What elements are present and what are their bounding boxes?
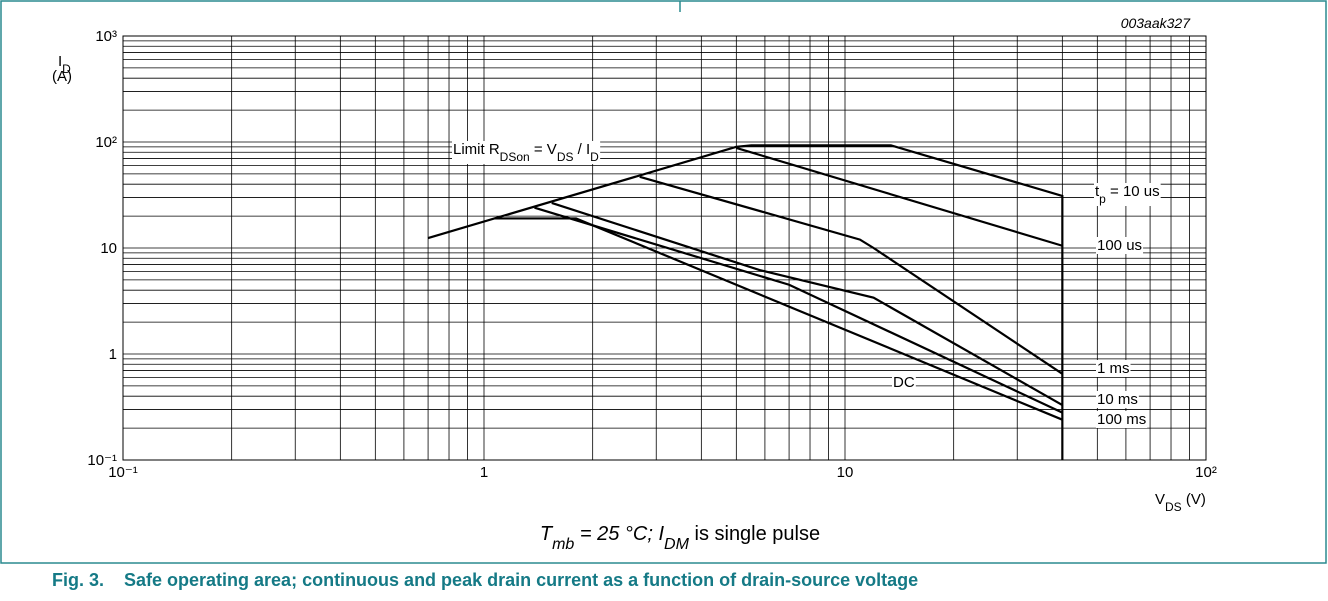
label-part: DS [1165,500,1182,514]
y-tick-label: 10² [95,134,117,151]
x-axis-label: VDS (V) [1155,491,1206,514]
plot-frame [122,35,1207,461]
series-line [494,217,1063,421]
label-part: t [1095,183,1100,200]
label-part: I [58,53,62,70]
label-bg [1096,391,1139,408]
label-part: T [540,523,554,545]
label-part: Limit R [453,141,500,158]
label-part: = 10 us [1106,183,1160,200]
y-tick-label: 10³ [95,28,117,45]
label-part: 100 ms [1097,411,1146,428]
caption: Tmb = 25 °C; IDM is single pulse [540,523,820,553]
label-part: DS [557,150,574,164]
label-part: V [1155,491,1165,508]
y-tick-label: 10⁻¹ [87,452,117,469]
label-bg [892,374,916,391]
label-part: DM [664,536,690,553]
label-bg [452,141,601,164]
series-line [736,146,1063,247]
series-label: 1 ms [1097,360,1130,377]
label-bg [1096,411,1148,428]
series-line [551,201,1063,406]
x-tick-label: 10 [837,464,854,481]
label-part: (V) [1182,491,1206,508]
label-part: mb [552,536,574,553]
label-part: I [658,523,664,545]
label-bg [1096,237,1144,254]
label-bg [1094,183,1161,206]
series-label: 100 ms [1097,411,1146,428]
label-part: is single pulse [689,523,820,545]
series-label: 10 ms [1097,391,1138,408]
series-line [639,175,1063,375]
y-axis-label: ID [58,53,71,76]
x-tick-label: 1 [480,464,488,481]
label-part: / I [573,141,590,158]
series-label: 100 us [1097,237,1142,254]
label-part: 100 us [1097,237,1142,254]
figure-id: 003aak327 [1121,15,1192,31]
series-label: Limit RDSon = VDS / ID [453,141,599,164]
series-label: tp = 10 us [1095,183,1160,206]
y-tick-label: 10 [100,240,117,257]
series-line [534,206,1063,414]
x-tick-label: 10² [1195,464,1217,481]
x-tick-label: 10⁻¹ [108,464,138,481]
label-part: D [62,62,71,76]
label-part: 1 ms [1097,360,1130,377]
figure-title: Fig. 3. Safe operating area; continuous … [52,570,918,590]
label-part: DC [893,374,915,391]
label-part: = 25 °C; [574,523,658,545]
label-part: p [1099,192,1106,206]
series-line [736,144,1064,460]
label-part: = V [530,141,557,158]
label-part: DSon [500,150,530,164]
frame [0,0,1327,564]
series-label: DC [893,374,915,391]
label-bg [1096,360,1131,377]
series-line [427,145,737,240]
label-part: D [590,150,599,164]
y-axis-unit: (A) [52,68,72,85]
y-tick-label: 1 [109,346,117,363]
label-part: 10 ms [1097,391,1138,408]
